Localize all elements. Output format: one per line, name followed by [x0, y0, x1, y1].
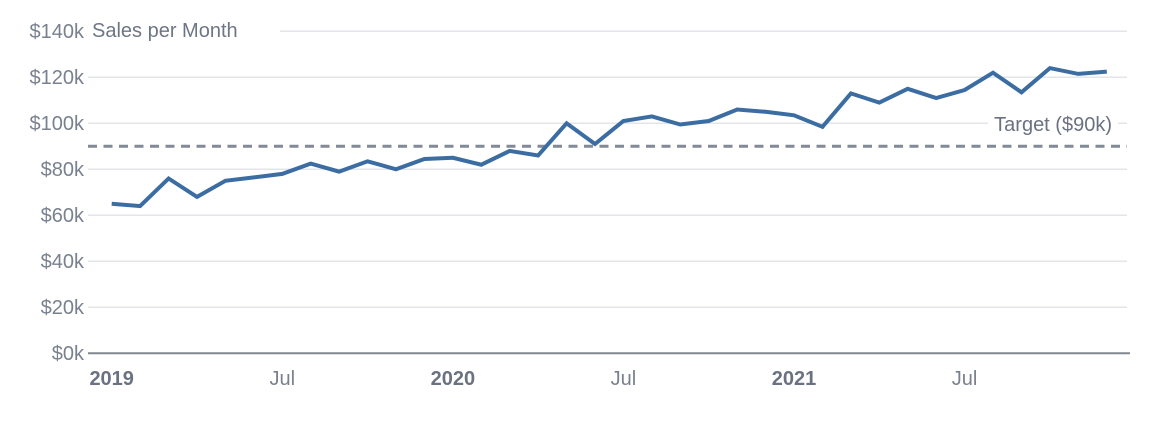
chart-title: Sales per Month [92, 20, 244, 42]
y-axis-tick-label: $100k [30, 113, 85, 135]
sales-series-line [111, 65, 1107, 209]
x-axis-tick-label: Jul [269, 368, 295, 390]
x-axis-tick-label: 2019 [89, 368, 134, 390]
y-axis-tick-label: $60k [41, 205, 85, 227]
y-axis-tick-label: $140k [30, 21, 85, 43]
y-axis-tick-label: $120k [30, 67, 85, 89]
y-axis-tick-label: $20k [41, 297, 85, 319]
target-line-label: Target ($90k) [988, 114, 1118, 136]
x-axis-tick-label: Jul [611, 368, 637, 390]
x-axis-tick-label: 2020 [431, 368, 476, 390]
x-axis-tick-label: 2021 [772, 368, 817, 390]
y-axis-tick-label: $40k [41, 251, 85, 273]
y-axis-tick-label: $0k [52, 343, 85, 365]
y-axis-tick-label: $80k [41, 159, 85, 181]
x-axis-tick-label: Jul [952, 368, 978, 390]
